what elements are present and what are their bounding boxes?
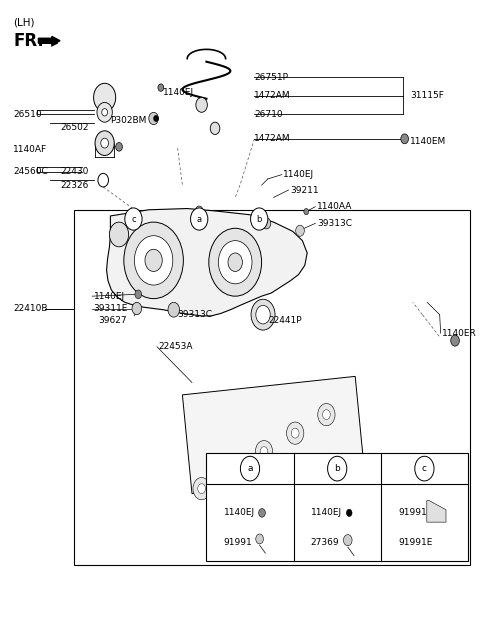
Circle shape	[101, 138, 108, 148]
Circle shape	[347, 509, 352, 516]
Circle shape	[97, 102, 112, 122]
Text: 39313C: 39313C	[317, 219, 352, 228]
Circle shape	[287, 422, 304, 444]
Text: 26502: 26502	[60, 123, 88, 132]
Text: 31115F: 31115F	[410, 91, 444, 100]
Text: (LH): (LH)	[13, 17, 35, 27]
Circle shape	[228, 253, 242, 271]
Text: b: b	[256, 215, 262, 223]
Circle shape	[134, 236, 173, 285]
Text: c: c	[422, 464, 427, 473]
Text: 1140AA: 1140AA	[317, 202, 352, 211]
Circle shape	[229, 465, 237, 475]
Circle shape	[168, 302, 180, 317]
Text: 26751P: 26751P	[254, 73, 288, 81]
Text: 22326: 22326	[60, 181, 88, 189]
Circle shape	[260, 447, 268, 457]
Text: 91991: 91991	[224, 537, 252, 547]
Circle shape	[255, 441, 273, 463]
Circle shape	[149, 112, 158, 125]
Circle shape	[135, 290, 142, 299]
Text: 91991E: 91991E	[398, 537, 432, 547]
Circle shape	[415, 457, 434, 481]
Circle shape	[259, 508, 265, 517]
Circle shape	[240, 457, 260, 481]
Text: P302BM: P302BM	[110, 116, 147, 125]
Circle shape	[344, 534, 352, 545]
Text: 1140AF: 1140AF	[13, 146, 48, 154]
Text: 22430: 22430	[60, 167, 88, 176]
Circle shape	[196, 97, 207, 112]
Text: 1472AM: 1472AM	[254, 135, 291, 143]
Text: 39311E: 39311E	[94, 304, 128, 313]
Text: 1140EJ: 1140EJ	[94, 292, 125, 300]
Circle shape	[251, 299, 275, 330]
Circle shape	[95, 131, 114, 155]
Circle shape	[401, 134, 408, 144]
Text: 22453A: 22453A	[158, 342, 193, 351]
Circle shape	[209, 228, 262, 296]
Circle shape	[327, 457, 347, 481]
Circle shape	[193, 478, 210, 500]
Text: 1140EJ: 1140EJ	[163, 88, 194, 97]
Text: FR.: FR.	[13, 32, 44, 50]
Circle shape	[318, 404, 335, 426]
Circle shape	[296, 225, 304, 236]
Bar	[206, 453, 468, 561]
Polygon shape	[107, 209, 307, 316]
Text: 27369: 27369	[311, 537, 339, 547]
Circle shape	[125, 208, 142, 230]
Circle shape	[191, 208, 208, 230]
Circle shape	[145, 249, 162, 271]
Text: a: a	[247, 464, 253, 473]
Circle shape	[256, 534, 264, 544]
Text: b: b	[335, 464, 340, 473]
Bar	[74, 210, 470, 565]
Circle shape	[224, 459, 241, 481]
Text: 1140EJ: 1140EJ	[224, 508, 255, 518]
Circle shape	[256, 305, 270, 324]
Text: 22410B: 22410B	[13, 304, 48, 313]
Circle shape	[132, 302, 142, 315]
Circle shape	[131, 209, 138, 219]
Polygon shape	[427, 500, 446, 522]
Text: 1140EJ: 1140EJ	[283, 170, 314, 179]
Text: c: c	[131, 215, 136, 223]
Polygon shape	[38, 36, 60, 45]
Circle shape	[451, 335, 459, 346]
Circle shape	[102, 109, 108, 116]
Circle shape	[198, 484, 205, 494]
Circle shape	[158, 84, 164, 91]
Circle shape	[218, 241, 252, 284]
Circle shape	[116, 143, 122, 151]
Text: 24560C: 24560C	[13, 167, 48, 176]
Text: 39313C: 39313C	[178, 310, 213, 319]
Text: 91991F: 91991F	[398, 508, 432, 518]
Text: a: a	[197, 215, 202, 223]
Circle shape	[291, 428, 299, 438]
Polygon shape	[182, 376, 365, 494]
Circle shape	[262, 218, 271, 229]
Text: 26710: 26710	[254, 110, 283, 118]
Text: 1140EJ: 1140EJ	[311, 508, 342, 518]
Text: 1472AM: 1472AM	[254, 91, 291, 100]
Circle shape	[94, 83, 116, 112]
Text: 22441P: 22441P	[269, 317, 302, 325]
Circle shape	[210, 122, 220, 135]
Circle shape	[124, 222, 183, 299]
Circle shape	[98, 173, 108, 187]
Text: 26510: 26510	[13, 110, 42, 118]
Text: 1140EM: 1140EM	[410, 138, 447, 146]
Circle shape	[195, 206, 203, 216]
Circle shape	[304, 209, 309, 215]
Circle shape	[323, 410, 330, 420]
Text: 39627: 39627	[98, 317, 127, 325]
Text: 1140ER: 1140ER	[442, 329, 476, 337]
Circle shape	[251, 208, 268, 230]
Circle shape	[109, 222, 129, 247]
Text: 39211: 39211	[290, 186, 319, 194]
Circle shape	[154, 115, 158, 122]
